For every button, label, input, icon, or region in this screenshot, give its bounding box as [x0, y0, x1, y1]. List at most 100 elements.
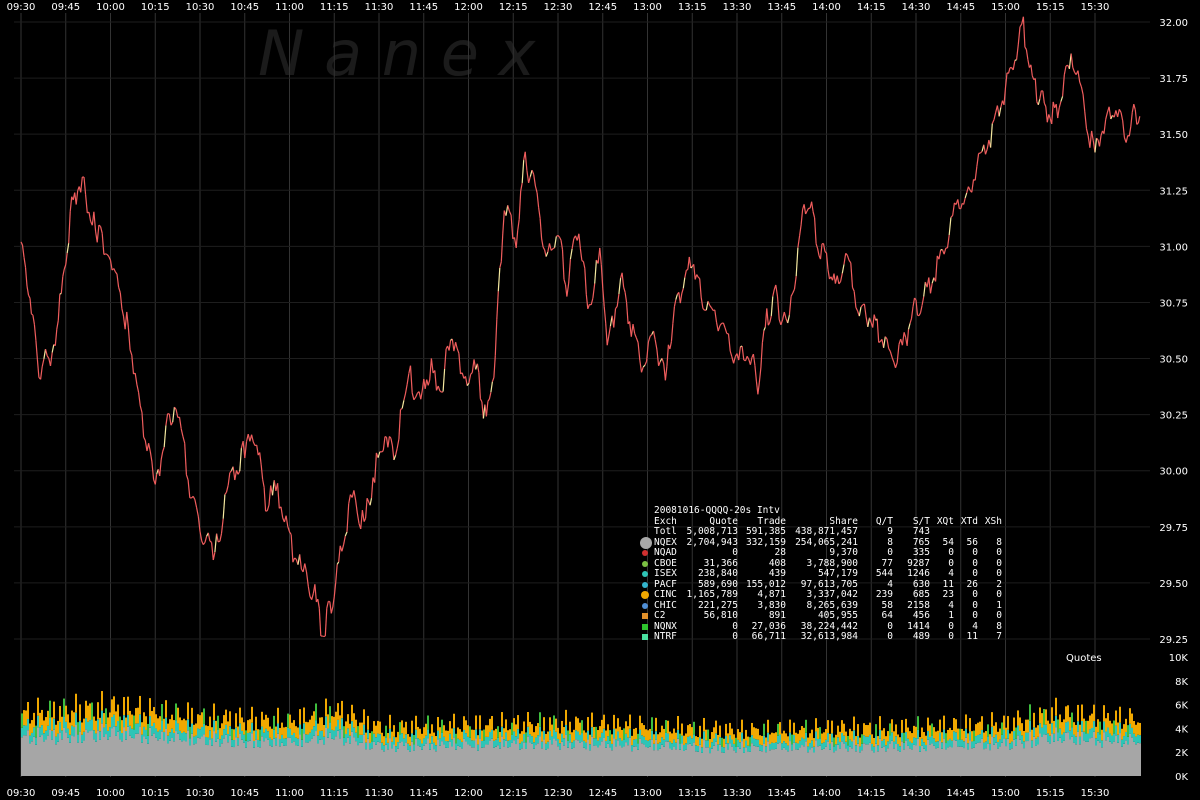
volume-bar-gray — [523, 742, 525, 776]
volume-bar-gray — [879, 738, 881, 776]
volume-bar-top — [87, 705, 89, 722]
volume-bar-gray — [919, 751, 921, 776]
volume-bar-teal — [543, 730, 545, 740]
volume-bar-top — [651, 717, 653, 731]
volume-bar-teal — [779, 734, 781, 743]
volume-bar-teal — [33, 727, 35, 737]
volume-bar-gray — [125, 739, 127, 776]
price-segment — [797, 235, 801, 248]
volume-bar-gray — [87, 732, 89, 776]
price-segment — [1130, 112, 1133, 127]
volume-bar-teal — [161, 720, 163, 732]
volume-bar-top — [279, 727, 281, 739]
volume-bar-top — [635, 727, 637, 739]
price-segment — [304, 563, 308, 573]
volume-bar-top — [807, 737, 809, 747]
volume-bar-gray — [597, 747, 599, 776]
volume-bar-gray — [611, 750, 613, 776]
volume-bar-teal — [483, 740, 485, 748]
volume-bar-gray — [553, 738, 555, 776]
volume-bar-teal — [495, 739, 497, 747]
volume-bar-teal — [169, 732, 171, 741]
price-segment — [533, 174, 536, 187]
price-segment — [658, 361, 661, 367]
stats-cell-xtd: 0 — [972, 589, 978, 600]
volume-bar-top — [711, 732, 713, 743]
volume-bar-teal — [369, 742, 371, 750]
volume-bar-teal — [1093, 721, 1095, 732]
volume-bar-teal — [223, 729, 225, 739]
price-series — [20, 16, 1141, 638]
volume-bar-gray — [517, 738, 519, 776]
price-segment — [113, 268, 116, 273]
volume-bar-teal — [551, 736, 553, 745]
volume-bar-gray — [97, 730, 99, 776]
price-segment — [365, 498, 368, 519]
volume-bar-teal — [669, 741, 671, 749]
price-segment — [496, 291, 499, 320]
price-segment — [843, 253, 847, 265]
price-segment — [211, 542, 214, 561]
volume-bar-top — [445, 730, 447, 741]
price-segment — [1105, 112, 1108, 120]
volume-bar-teal — [211, 738, 213, 746]
volume-bar-gray — [127, 726, 129, 776]
volume-bar-teal — [1001, 734, 1003, 743]
stats-row: Totl 5,008,713 591,385 438,871,457 9 743 — [640, 526, 1010, 538]
price-segment — [978, 152, 981, 155]
price-segment — [1017, 26, 1021, 45]
price-segment — [919, 305, 923, 314]
price-segment — [366, 497, 370, 502]
stats-cell-share: 405,955 — [817, 610, 858, 621]
volume-bar-top — [319, 717, 321, 731]
volume-bar-gray — [435, 751, 437, 776]
volume-bar-top — [675, 732, 677, 743]
price-segment — [237, 470, 241, 475]
stats-cell-xsh: 0 — [996, 557, 1002, 569]
volume-bar-top — [187, 702, 189, 720]
price-segment — [109, 260, 113, 271]
volume-bar-gray — [1021, 743, 1023, 776]
volume-bar-top — [897, 734, 899, 745]
volume-bar-gray — [1035, 745, 1037, 776]
volume-bar-teal — [857, 736, 859, 744]
volume-bar-top — [947, 729, 949, 741]
volume-bar-teal — [187, 719, 189, 731]
volume-bar-teal — [447, 741, 449, 748]
volume-bar-gray — [915, 745, 917, 776]
volume-bar-top — [385, 725, 387, 738]
volume-bar-gray — [741, 741, 743, 776]
volume-bar-top — [815, 718, 817, 732]
volume-bar-teal — [971, 741, 973, 749]
volume-bar-teal — [881, 740, 883, 748]
volume-bar-gray — [235, 737, 237, 776]
volume-bar-gray — [515, 744, 517, 776]
volume-bar-teal — [95, 733, 97, 742]
volume-bar-teal — [387, 742, 389, 750]
price-segment — [1052, 101, 1056, 108]
volume-bar-top — [797, 733, 799, 744]
volume-bar-teal — [303, 723, 305, 734]
volume-bar-teal — [777, 735, 779, 744]
volume-bar-teal — [283, 738, 285, 746]
volume-bar-gray — [1039, 733, 1041, 776]
price-segment — [180, 428, 184, 437]
price-segment — [814, 217, 817, 244]
volume-bar-top — [1047, 720, 1049, 734]
volume-bar-top — [689, 724, 691, 736]
volume-bar-teal — [583, 740, 585, 748]
volume-bar-teal — [1081, 720, 1083, 732]
volume-bar-top — [51, 717, 53, 731]
price-segment — [903, 332, 907, 338]
stats-cell-quote: 0 — [732, 631, 738, 642]
price-segment — [114, 271, 118, 275]
volume-bar-top — [261, 711, 263, 727]
volume-bar-teal — [113, 714, 115, 727]
stats-cell-quote: 0 — [732, 620, 738, 632]
stats-cell-xqt: 4 — [948, 599, 954, 611]
volume-bar-top — [549, 717, 551, 731]
volume-bar-teal — [825, 739, 827, 747]
volume-bar-top — [967, 733, 969, 744]
volume-bar-top — [417, 726, 419, 739]
price-segment — [993, 112, 997, 120]
